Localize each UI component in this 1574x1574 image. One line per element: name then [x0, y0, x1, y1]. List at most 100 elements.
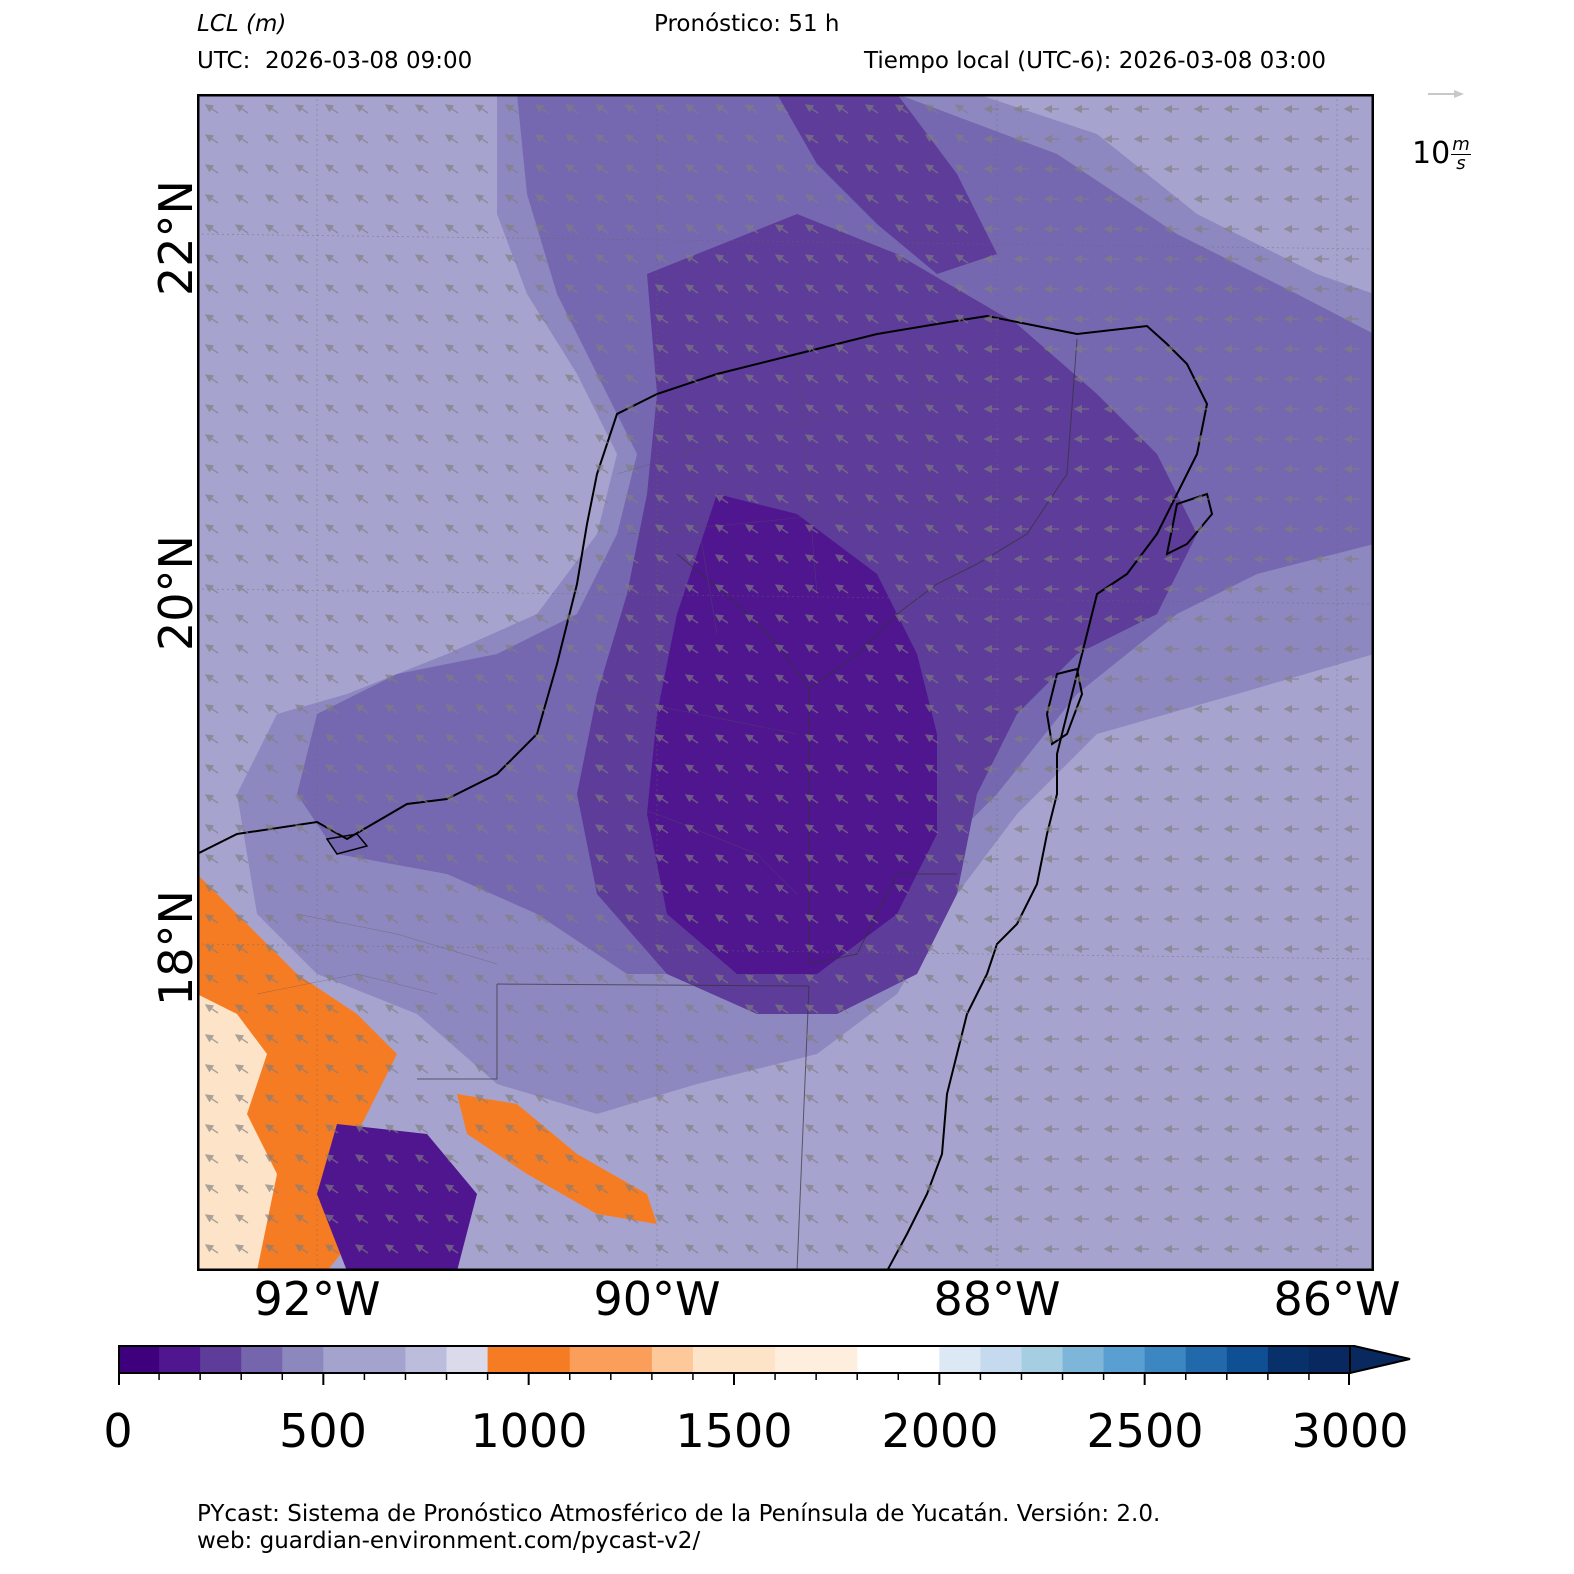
- wind-vector: [714, 104, 729, 114]
- wind-vector: [534, 314, 549, 324]
- wind-vector: [234, 344, 249, 354]
- wind-vector: [264, 164, 279, 174]
- wind-vector: [954, 674, 969, 684]
- wind-vector: [594, 104, 609, 114]
- wind-vector: [384, 434, 399, 444]
- wind-vector: [504, 434, 519, 444]
- wind-vector: [414, 344, 429, 354]
- wind-vector: [354, 824, 369, 834]
- wind-vector: [654, 344, 669, 354]
- wind-vector: [294, 734, 309, 744]
- wind-vector: [624, 824, 639, 834]
- wind-vector: [654, 704, 669, 714]
- colorbar-tick-2500: 2500: [1086, 1404, 1204, 1458]
- wind-vector: [564, 524, 579, 534]
- wind-vector: [414, 554, 429, 564]
- wind-vector: [294, 554, 309, 564]
- wind-vector: [534, 944, 549, 954]
- wind-vector: [864, 374, 879, 384]
- wind-vector: [264, 914, 279, 924]
- forecast-hour-label: Pronóstico: 51 h: [654, 11, 840, 37]
- wind-vector: [684, 794, 699, 804]
- wind-vector: [954, 734, 969, 744]
- wind-vector: [564, 914, 579, 924]
- wind-vector: [834, 344, 849, 354]
- wind-vector: [474, 734, 489, 744]
- wind-vector: [654, 944, 669, 954]
- wind-vector: [654, 884, 669, 894]
- wind-vector: [624, 194, 639, 204]
- wind-vector: [204, 134, 219, 144]
- wind-vector: [234, 254, 249, 264]
- wind-vector: [594, 1034, 609, 1044]
- wind-vector: [624, 374, 639, 384]
- wind-vector: [894, 1034, 909, 1044]
- wind-vector: [744, 914, 759, 924]
- wind-vector: [534, 884, 549, 894]
- wind-vector: [624, 254, 639, 264]
- wind-vector: [414, 914, 429, 924]
- wind-vector: [384, 914, 399, 924]
- wind-vector: [384, 734, 399, 744]
- wind-vector: [834, 1004, 849, 1014]
- colorbar-cell: [569, 1345, 612, 1373]
- wind-vector: [714, 674, 729, 684]
- colorbar-cell: [939, 1345, 981, 1373]
- wind-vector: [384, 644, 399, 654]
- wind-vector: [234, 374, 249, 384]
- wind-vector: [684, 224, 699, 234]
- wind-vector: [204, 224, 219, 234]
- wind-vector: [804, 944, 819, 954]
- footer-credit: PYcast: Sistema de Pronóstico Atmosféric…: [197, 1501, 1161, 1527]
- wind-vector: [924, 254, 939, 264]
- wind-vector: [264, 614, 279, 624]
- wind-vector: [804, 134, 819, 144]
- wind-vector: [864, 494, 879, 504]
- wind-vector: [354, 134, 369, 144]
- wind-vector: [924, 104, 939, 114]
- colorbar-cell: [1144, 1345, 1187, 1373]
- colorbar-tick-0: 0: [103, 1404, 133, 1458]
- wind-vector: [354, 1064, 369, 1074]
- wind-vector: [204, 254, 219, 264]
- wind-vector: [564, 434, 579, 444]
- wind-vector: [804, 374, 819, 384]
- wind-vector: [834, 134, 849, 144]
- wind-vector: [264, 254, 279, 264]
- wind-vector: [324, 194, 339, 204]
- wind-vector: [654, 674, 669, 684]
- wind-vector: [864, 944, 879, 954]
- wind-vector: [564, 584, 579, 594]
- wind-vector: [414, 494, 429, 504]
- wind-vector: [384, 524, 399, 534]
- wind-vector: [204, 284, 219, 294]
- wind-vector: [804, 674, 819, 684]
- wind-vector: [384, 404, 399, 414]
- wind-vector: [324, 1064, 339, 1074]
- wind-vector: [264, 104, 279, 114]
- wind-vector: [354, 224, 369, 234]
- wind-vector: [324, 1004, 339, 1014]
- wind-vector: [684, 884, 699, 894]
- wind-vector: [714, 734, 729, 744]
- wind-vector: [804, 104, 819, 114]
- wind-vector: [444, 1034, 459, 1044]
- wind-vector: [384, 1034, 399, 1044]
- wind-vector: [684, 674, 699, 684]
- wind-vector: [864, 344, 879, 354]
- wind-vector: [564, 1064, 579, 1074]
- wind-vector: [354, 554, 369, 564]
- wind-vector: [834, 524, 849, 534]
- wind-vector: [744, 704, 759, 714]
- wind-vector: [774, 644, 789, 654]
- lcl-field-band-top-dark: [777, 94, 997, 274]
- wind-vector: [924, 524, 939, 534]
- wind-vector: [234, 194, 249, 204]
- wind-vector: [834, 404, 849, 414]
- wind-vector: [894, 614, 909, 624]
- wind-vector: [714, 884, 729, 894]
- wind-vector: [504, 524, 519, 534]
- municipal-borders: [256, 333, 1038, 995]
- wind-vector: [624, 284, 639, 294]
- colorbar-cell: [446, 1345, 489, 1373]
